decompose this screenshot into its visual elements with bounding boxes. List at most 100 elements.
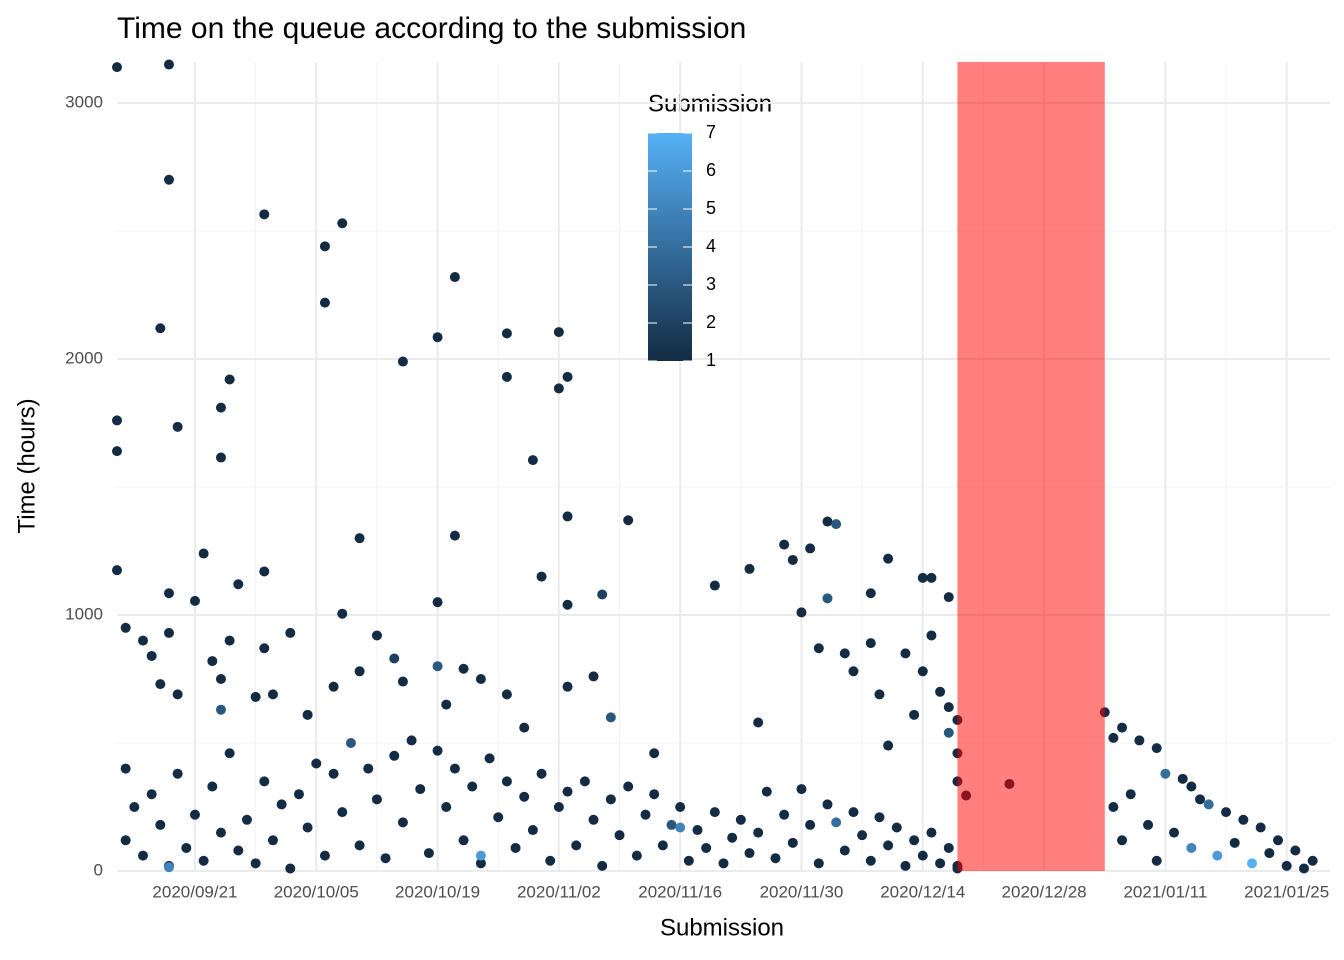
point bbox=[831, 519, 842, 530]
point bbox=[909, 709, 920, 720]
point bbox=[120, 763, 131, 774]
point bbox=[207, 656, 218, 667]
point bbox=[198, 548, 209, 559]
point bbox=[562, 681, 573, 692]
point bbox=[302, 822, 313, 833]
point bbox=[215, 827, 226, 838]
point bbox=[389, 750, 400, 761]
point bbox=[259, 643, 270, 654]
point bbox=[831, 817, 842, 828]
legend-tick-label: 6 bbox=[706, 160, 716, 180]
point bbox=[865, 638, 876, 649]
point bbox=[146, 650, 157, 661]
point bbox=[233, 845, 244, 856]
point bbox=[675, 801, 686, 812]
point bbox=[822, 593, 833, 604]
point bbox=[363, 763, 374, 774]
x-tick-label: 2020/09/21 bbox=[152, 882, 237, 901]
point bbox=[649, 748, 660, 759]
point bbox=[397, 817, 408, 828]
point bbox=[449, 530, 460, 541]
point bbox=[337, 218, 348, 229]
point bbox=[571, 840, 582, 851]
point bbox=[1290, 845, 1301, 856]
point bbox=[718, 858, 729, 869]
point bbox=[501, 689, 512, 700]
point bbox=[588, 814, 599, 825]
point bbox=[917, 666, 928, 677]
point bbox=[909, 835, 920, 846]
x-tick-label: 2021/01/11 bbox=[1123, 882, 1207, 901]
legend-tick-label: 1 bbox=[706, 350, 716, 370]
x-tick-label: 2020/12/28 bbox=[1002, 882, 1087, 901]
point bbox=[553, 327, 564, 338]
point bbox=[259, 776, 270, 787]
point bbox=[1117, 835, 1128, 846]
point bbox=[1151, 855, 1162, 866]
point bbox=[129, 801, 140, 812]
point bbox=[328, 768, 339, 779]
point bbox=[510, 842, 521, 853]
point bbox=[215, 704, 226, 715]
point bbox=[475, 850, 486, 861]
point bbox=[753, 827, 764, 838]
point bbox=[319, 297, 330, 308]
point bbox=[796, 607, 807, 618]
point bbox=[1125, 789, 1136, 800]
y-tick-label: 0 bbox=[94, 860, 103, 879]
point bbox=[155, 323, 166, 334]
point bbox=[536, 768, 547, 779]
point bbox=[562, 371, 573, 382]
point bbox=[493, 812, 504, 823]
point bbox=[120, 835, 131, 846]
point bbox=[198, 855, 209, 866]
point bbox=[501, 328, 512, 339]
y-axis-label: Time (hours) bbox=[13, 398, 40, 533]
point bbox=[189, 809, 200, 820]
point bbox=[112, 446, 122, 457]
point bbox=[727, 832, 738, 843]
point bbox=[744, 848, 755, 859]
point bbox=[935, 858, 946, 869]
point bbox=[926, 572, 937, 583]
point bbox=[883, 740, 894, 751]
x-axis-label: Submission bbox=[660, 914, 784, 941]
x-tick-label: 2021/01/25 bbox=[1244, 882, 1329, 901]
point bbox=[484, 753, 495, 764]
x-tick-label: 2020/12/14 bbox=[880, 882, 965, 901]
point bbox=[267, 689, 278, 700]
point bbox=[605, 794, 616, 805]
point bbox=[1221, 807, 1232, 818]
point bbox=[224, 635, 235, 646]
point bbox=[189, 595, 200, 606]
x-tick-label: 2020/11/30 bbox=[760, 882, 844, 901]
point bbox=[146, 789, 157, 800]
point bbox=[501, 371, 512, 382]
point bbox=[1238, 814, 1249, 825]
point bbox=[319, 850, 330, 861]
point bbox=[735, 814, 746, 825]
point bbox=[163, 174, 174, 185]
point bbox=[224, 374, 235, 385]
point bbox=[328, 681, 339, 692]
point bbox=[1247, 858, 1258, 869]
point bbox=[1203, 799, 1214, 810]
x-tick-label: 2020/10/05 bbox=[274, 882, 359, 901]
point bbox=[1186, 842, 1197, 853]
point bbox=[553, 383, 564, 394]
point bbox=[649, 789, 660, 800]
point bbox=[1212, 850, 1223, 861]
x-tick-label: 2020/10/19 bbox=[395, 882, 480, 901]
point bbox=[631, 850, 642, 861]
point bbox=[753, 717, 764, 728]
legend-tick-label: 7 bbox=[706, 122, 716, 142]
point bbox=[397, 676, 408, 687]
point bbox=[779, 539, 790, 550]
point bbox=[623, 781, 634, 792]
point bbox=[926, 630, 937, 641]
point bbox=[233, 579, 244, 590]
point bbox=[345, 737, 356, 748]
point bbox=[441, 699, 452, 710]
point bbox=[475, 673, 486, 684]
